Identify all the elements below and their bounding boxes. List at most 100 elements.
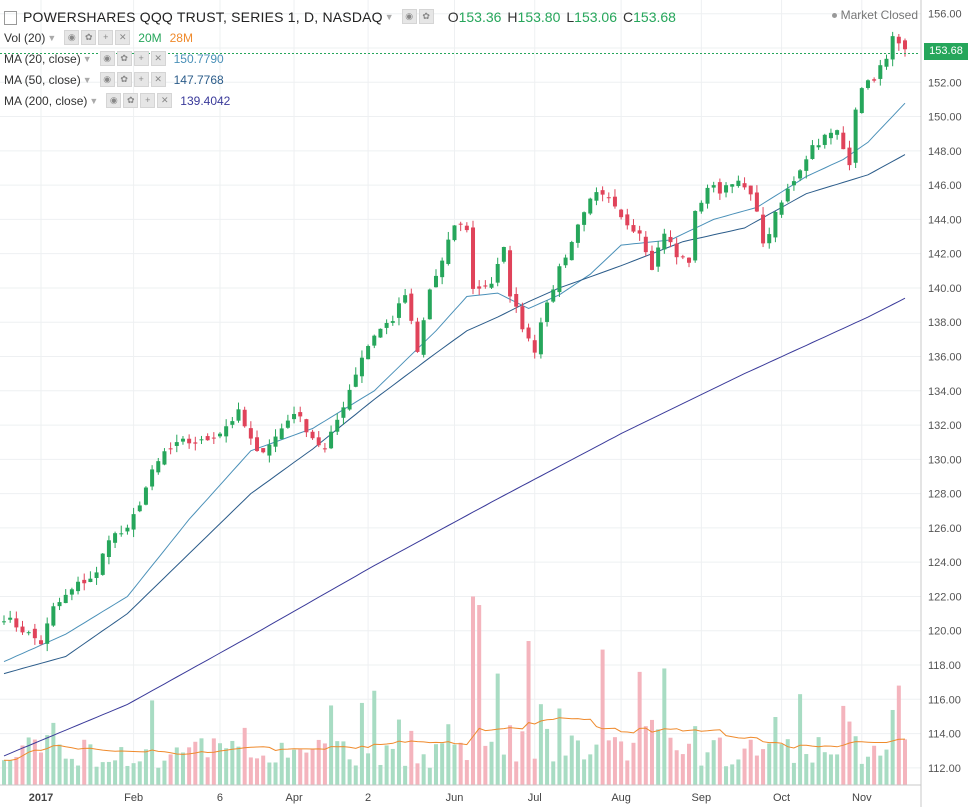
plus-icon[interactable]: + <box>133 51 149 66</box>
close-icon[interactable]: ✕ <box>157 93 173 108</box>
volume-ma-line <box>3 717 906 761</box>
candle-body <box>724 185 729 193</box>
gear-icon[interactable]: ✿ <box>123 93 139 108</box>
candle-body <box>828 132 833 139</box>
chevron-down-icon[interactable]: ▼ <box>89 95 99 106</box>
eye-icon[interactable]: ◉ <box>99 72 115 87</box>
volume-bar <box>180 752 185 785</box>
candle-body <box>798 170 803 179</box>
ma20-legend-row: MA (20, close) ▼ ◉ ✿ + ✕ 150.7790 <box>4 48 676 69</box>
ma50-label[interactable]: MA (50, close) <box>4 72 81 87</box>
candle-body <box>619 209 624 218</box>
candle-body <box>415 321 420 352</box>
volume-bar <box>853 736 858 785</box>
ma50-value: 147.7768 <box>173 72 224 87</box>
volume-ma-path <box>3 717 906 761</box>
chevron-down-icon[interactable]: ▼ <box>47 32 57 43</box>
volume-bar <box>248 757 253 785</box>
candle-body <box>242 409 247 427</box>
x-tick-label: Oct <box>773 792 790 804</box>
candle-body <box>538 322 543 355</box>
volume-bar <box>452 744 457 785</box>
ma50-buttons: ◉ ✿ + ✕ <box>99 72 166 87</box>
ma200-label[interactable]: MA (200, close) <box>4 93 88 108</box>
volume-bar <box>538 704 543 785</box>
close-icon[interactable]: ✕ <box>115 30 131 45</box>
candle-body <box>236 409 241 421</box>
y-tick-label: 136.00 <box>928 352 962 364</box>
x-tick-label: 2 <box>365 792 371 804</box>
candle-body <box>717 182 722 194</box>
volume-bar <box>508 725 513 785</box>
eye-icon[interactable]: ◉ <box>64 30 80 45</box>
candle-body <box>267 444 272 456</box>
gear-icon[interactable]: ✿ <box>418 9 434 24</box>
price-axis[interactable]: 156.00154.00152.00150.00148.00146.00144.… <box>928 9 962 775</box>
volume-bar <box>773 717 778 785</box>
close-icon[interactable]: ✕ <box>150 51 166 66</box>
candle-body <box>168 448 173 450</box>
volume-bar <box>94 766 99 785</box>
chevron-down-icon[interactable]: ▼ <box>82 74 92 85</box>
volume-bar <box>625 760 630 785</box>
volume-bar <box>865 756 870 785</box>
candle-body <box>261 448 266 453</box>
moving-average-lines <box>3 102 906 757</box>
volume-bar <box>32 739 37 785</box>
symbol-menu-icon[interactable] <box>4 10 17 25</box>
close-value: 153.68 <box>633 8 676 25</box>
candle-body <box>847 147 852 166</box>
candle-body <box>125 527 130 532</box>
volume-bar <box>520 731 525 785</box>
candle-body <box>674 243 679 258</box>
eye-icon[interactable]: ◉ <box>401 9 417 24</box>
candle-body <box>822 134 827 145</box>
volume-bar <box>668 737 673 785</box>
ma20-label[interactable]: MA (20, close) <box>4 51 81 66</box>
gear-icon[interactable]: ✿ <box>81 30 97 45</box>
candle-body <box>335 419 340 432</box>
candle-body <box>329 431 334 449</box>
plus-icon[interactable]: + <box>133 72 149 87</box>
plus-icon[interactable]: + <box>98 30 114 45</box>
grid-lines <box>0 0 921 785</box>
candle-body <box>322 448 327 450</box>
volume-bar <box>785 739 790 785</box>
plus-icon[interactable]: + <box>140 93 156 108</box>
volume-bar <box>711 740 716 785</box>
volume-ma-value: 28M <box>169 30 193 45</box>
volume-bar <box>575 740 580 785</box>
symbol-buttons: ◉ ✿ <box>401 9 434 24</box>
volume-bar <box>828 754 833 785</box>
candle-body <box>193 442 198 444</box>
volume-bar <box>699 765 704 785</box>
volume-label[interactable]: Vol (20) <box>4 30 46 45</box>
candle-body <box>600 190 605 195</box>
volume-bar <box>433 744 438 785</box>
gear-icon[interactable]: ✿ <box>116 51 132 66</box>
time-axis[interactable]: 2017 Feb 6 Apr 2 Jun Jul Aug Sep Oct Nov <box>29 792 872 804</box>
close-icon[interactable]: ✕ <box>150 72 166 87</box>
volume-bar <box>76 765 81 785</box>
volume-bar <box>125 765 130 785</box>
ma200-buttons: ◉ ✿ + ✕ <box>106 93 173 108</box>
x-tick-label: Jul <box>528 792 542 804</box>
chevron-down-icon[interactable]: ▼ <box>82 53 92 64</box>
volume-bar <box>896 685 901 785</box>
candlesticks <box>2 31 907 652</box>
volume-bar <box>156 767 161 785</box>
eye-icon[interactable]: ◉ <box>99 51 115 66</box>
volume-bar <box>458 742 463 785</box>
candle-body <box>156 461 161 473</box>
eye-icon[interactable]: ◉ <box>106 93 122 108</box>
volume-value: 20M <box>138 30 162 45</box>
symbol-title[interactable]: POWERSHARES QQQ TRUST, SERIES 1, D, NASD… <box>23 8 383 25</box>
gear-icon[interactable]: ✿ <box>116 72 132 87</box>
chevron-down-icon[interactable]: ▼ <box>384 11 394 22</box>
candle-body <box>205 436 210 441</box>
volume-bar <box>427 767 432 785</box>
candle-body <box>495 263 500 283</box>
volume-bar <box>612 737 617 785</box>
volume-bar <box>143 749 148 785</box>
